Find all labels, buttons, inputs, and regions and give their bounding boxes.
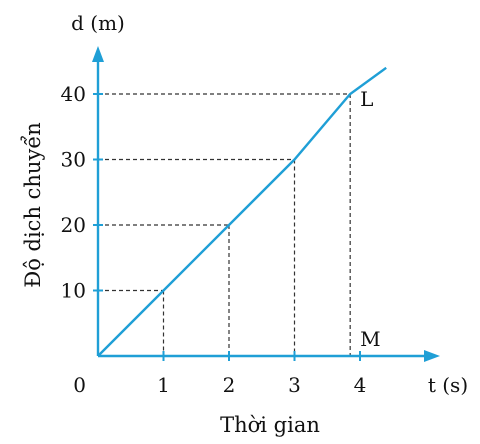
y-axis-arrow [92, 46, 104, 62]
y-axis-unit-label: d (m) [71, 11, 125, 35]
x-axis-title: Thời gian [220, 413, 320, 437]
x-tick-label-3: 3 [288, 373, 301, 397]
labels-group: 1 2 3 4 10 20 30 40 0 d (m) t (s) Thời gian Độ dịch … [21, 11, 468, 437]
x-tick-label-1: 1 [157, 373, 170, 397]
axes [92, 46, 440, 362]
series-group [97, 66, 387, 357]
x-tick-label-2: 2 [223, 373, 236, 397]
y-tick-label-40: 40 [61, 82, 86, 106]
origin-label: 0 [73, 373, 86, 397]
x-axis-arrow [424, 350, 440, 362]
point-label-m: M [360, 327, 380, 351]
y-tick-label-30: 30 [61, 148, 86, 172]
series-line-1 [97, 66, 387, 357]
x-tick-label-4: 4 [354, 373, 367, 397]
y-tick-label-20: 20 [61, 213, 86, 237]
guide-lines [98, 93, 351, 356]
point-label-l: L [360, 87, 373, 111]
y-axis-title: Độ dịch chuyển [21, 122, 45, 288]
x-axis-unit-label: t (s) [428, 373, 468, 397]
y-tick-label-10: 10 [61, 279, 86, 303]
